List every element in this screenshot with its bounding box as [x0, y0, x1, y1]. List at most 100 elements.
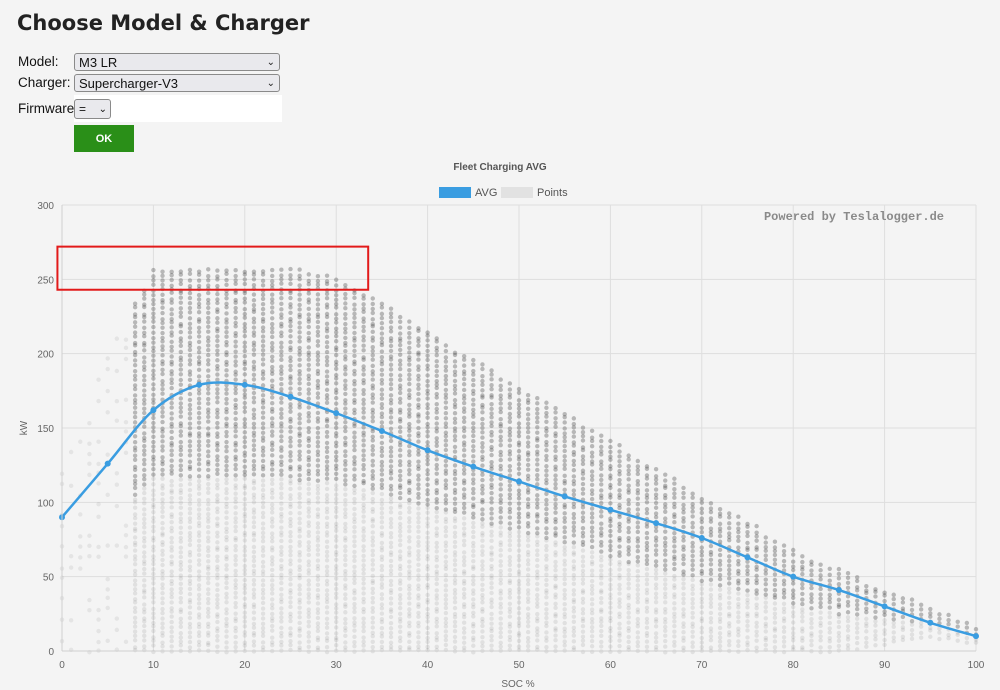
firmware-operator-select[interactable]: = ⌄ [74, 99, 111, 119]
data-point [589, 459, 595, 464]
data-point [617, 643, 622, 649]
data-point [297, 587, 302, 592]
data-point [251, 571, 257, 577]
data-point [206, 459, 211, 464]
data-point [242, 614, 247, 620]
data-point [425, 440, 430, 445]
data-point [681, 638, 686, 643]
data-point [388, 438, 394, 444]
data-point [699, 596, 704, 602]
data-point [306, 610, 311, 616]
data-point [251, 459, 257, 464]
data-point [809, 559, 814, 564]
data-point [306, 619, 311, 625]
data-point [535, 411, 540, 416]
data-point [279, 371, 284, 376]
data-point [270, 340, 275, 346]
data-point [544, 623, 549, 629]
data-point [151, 439, 156, 445]
data-point [644, 488, 650, 493]
data-point [699, 530, 704, 535]
data-point [498, 563, 503, 568]
data-point [306, 476, 311, 482]
data-point [352, 359, 357, 364]
data-point [480, 592, 485, 598]
data-point [507, 595, 513, 600]
data-point [187, 615, 193, 621]
data-point [260, 606, 266, 611]
data-point [352, 649, 357, 654]
data-point [370, 377, 375, 382]
data-point [891, 601, 896, 607]
data-point [224, 563, 229, 568]
data-point [288, 302, 293, 307]
data-point [480, 609, 485, 614]
data-point [343, 348, 348, 354]
data-point [946, 636, 951, 641]
data-point [845, 610, 851, 615]
data-point [370, 410, 375, 416]
data-point [471, 566, 476, 571]
data-point [343, 583, 348, 588]
data-point [672, 639, 677, 645]
data-point [791, 547, 796, 553]
data-point [416, 640, 421, 645]
data-point [535, 449, 540, 454]
data-point [379, 315, 385, 321]
data-point [388, 609, 394, 614]
data-point [361, 453, 366, 458]
charger-select[interactable]: Supercharger-V3 ⌄ [74, 74, 280, 92]
data-point [279, 572, 284, 578]
data-point [708, 629, 714, 635]
data-point [242, 321, 247, 327]
data-point [644, 524, 650, 529]
data-point [525, 477, 531, 482]
data-point [288, 380, 293, 386]
data-point [187, 407, 193, 412]
data-point [544, 419, 549, 424]
data-point [196, 367, 202, 373]
data-point [196, 278, 202, 283]
data-point [142, 595, 147, 600]
data-point [407, 449, 412, 454]
data-point [151, 386, 156, 392]
data-point [882, 642, 887, 647]
data-point [818, 623, 823, 629]
data-point [498, 449, 503, 455]
data-point [215, 638, 220, 643]
data-point [370, 301, 375, 307]
data-point [690, 587, 695, 592]
data-point [324, 434, 330, 439]
data-point [754, 588, 759, 593]
data-point [672, 495, 677, 500]
data-point [132, 363, 138, 368]
data-point [498, 610, 503, 615]
data-point [809, 625, 814, 630]
data-point [882, 637, 887, 643]
data-point [87, 597, 92, 603]
data-point [480, 619, 485, 624]
data-point [379, 548, 385, 553]
data-point [754, 573, 759, 579]
data-point [498, 533, 503, 538]
data-point [407, 564, 412, 569]
data-point [233, 644, 238, 650]
data-point [644, 558, 650, 563]
data-point [553, 457, 558, 462]
data-point [196, 512, 202, 517]
data-point [443, 377, 449, 383]
data-point [599, 488, 604, 493]
data-point [105, 577, 110, 582]
ok-button[interactable]: OK [74, 125, 134, 152]
data-point [196, 305, 202, 310]
data-point [708, 645, 714, 650]
data-point [306, 582, 311, 587]
data-point [361, 624, 366, 630]
data-point [480, 572, 485, 578]
data-point [672, 487, 677, 492]
model-select[interactable]: M3 LR ⌄ [74, 53, 280, 71]
data-point [690, 629, 695, 634]
data-point [599, 549, 604, 554]
data-point [845, 575, 851, 581]
data-point [87, 420, 92, 426]
